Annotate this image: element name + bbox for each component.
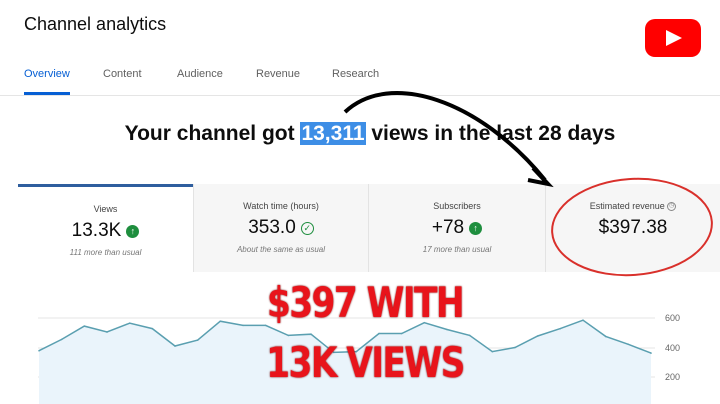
arrowhead xyxy=(527,166,554,188)
card-label: Estimated revenue xyxy=(589,201,665,211)
data-point xyxy=(332,351,335,354)
chart-line xyxy=(38,319,652,354)
data-point xyxy=(423,321,426,324)
tab-revenue[interactable]: Revenue xyxy=(256,68,301,80)
data-point xyxy=(287,334,290,337)
tab-audience[interactable]: Audience xyxy=(177,68,223,80)
data-point xyxy=(604,335,607,338)
data-point xyxy=(219,320,222,323)
data-point xyxy=(310,333,312,336)
data-point xyxy=(38,349,40,352)
card-value: 13.3K xyxy=(71,220,122,241)
tab-content[interactable]: Content xyxy=(103,68,142,80)
metric-cards: Views 13.3K ↑ 111 more than usual Watch t… xyxy=(18,184,720,272)
data-point xyxy=(468,334,471,337)
page-title: Channel analytics xyxy=(24,14,167,34)
card-value: $397.38 xyxy=(598,217,668,239)
data-point xyxy=(650,352,652,354)
tab-research[interactable]: Research xyxy=(332,68,380,80)
data-point xyxy=(196,339,199,341)
check-circle-icon: ✓ xyxy=(300,221,314,235)
data-point xyxy=(536,335,539,337)
data-point xyxy=(242,324,244,327)
data-point xyxy=(446,328,448,331)
y-tick: 600 xyxy=(665,313,681,323)
data-point xyxy=(151,327,154,330)
card-value: 353.0 xyxy=(248,217,296,238)
card-label: Watch time (hours) xyxy=(243,201,319,211)
data-point xyxy=(174,345,176,347)
overlay-line-1: $397 WITH xyxy=(266,278,465,327)
arrow-up-icon: ↑ xyxy=(469,221,483,235)
arrow-annotation xyxy=(343,91,547,182)
card-subscribers[interactable]: Subscribers +78 ↑ 17 more than usual xyxy=(368,184,545,272)
data-point xyxy=(559,327,562,330)
data-point xyxy=(491,350,494,353)
headline-highlight: 13,311 xyxy=(300,122,366,145)
data-point xyxy=(60,338,63,341)
clock-icon: ◷ xyxy=(667,202,677,212)
card-label: Subscribers xyxy=(433,201,481,211)
card-label: Views xyxy=(93,204,118,214)
y-tick: 200 xyxy=(665,372,681,382)
card-watch-time[interactable]: Watch time (hours) 353.0 ✓ About the same… xyxy=(193,184,368,272)
headline: Your channel got 13,311 views in the las… xyxy=(0,122,720,146)
card-note: About the same as usual xyxy=(236,245,326,254)
youtube-logo xyxy=(645,19,701,57)
tab-overview[interactable]: Overview xyxy=(24,68,70,95)
card-value: +78 xyxy=(431,217,465,238)
card-views[interactable]: Views 13.3K ↑ 111 more than usual xyxy=(18,184,193,272)
data-point xyxy=(83,325,86,327)
tab-bar: Overview Content Audience Revenue Resear… xyxy=(0,66,720,96)
data-point xyxy=(627,343,630,346)
card-note: 111 more than usual xyxy=(69,248,142,257)
circle-annotation xyxy=(551,177,713,277)
data-point xyxy=(514,346,516,349)
chart-area xyxy=(39,320,651,404)
data-point xyxy=(400,332,403,335)
data-point xyxy=(128,322,131,324)
overlay-line-2: 13K VIEWS xyxy=(266,338,465,387)
data-point xyxy=(378,332,380,335)
headline-prefix: Your channel got xyxy=(124,122,301,145)
data-point xyxy=(355,350,358,353)
data-point xyxy=(582,319,584,322)
headline-suffix: views in the last 28 days xyxy=(365,122,616,145)
data-point xyxy=(106,331,108,333)
data-point xyxy=(264,324,267,327)
card-note: 17 more than usual xyxy=(422,245,492,254)
y-tick: 400 xyxy=(665,343,681,353)
arrow-up-icon: ↑ xyxy=(126,224,140,238)
